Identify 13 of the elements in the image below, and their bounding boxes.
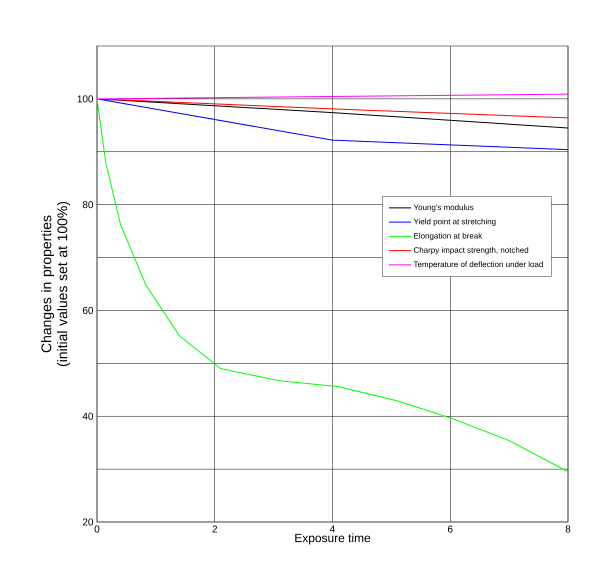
y-tick-label: 40 xyxy=(82,412,94,420)
y-tick-label: 60 xyxy=(82,306,94,314)
y-tick-label: 20 xyxy=(82,518,94,526)
line-series xyxy=(97,98,568,472)
x-tick-label: 6 xyxy=(448,526,453,533)
x-tick-label: 2 xyxy=(212,526,218,532)
y-tick-label: 100 xyxy=(78,95,94,102)
x-tick-label: 8 xyxy=(566,526,570,533)
x-axis-title: Exposure time xyxy=(295,533,370,545)
y-tick-label: 80 xyxy=(82,201,94,208)
x-tick-label: 0 xyxy=(94,526,100,533)
x-tick-label: 4 xyxy=(330,526,335,532)
y-axis-title: Changes in properties (initial values set at 100%) xyxy=(41,202,70,366)
